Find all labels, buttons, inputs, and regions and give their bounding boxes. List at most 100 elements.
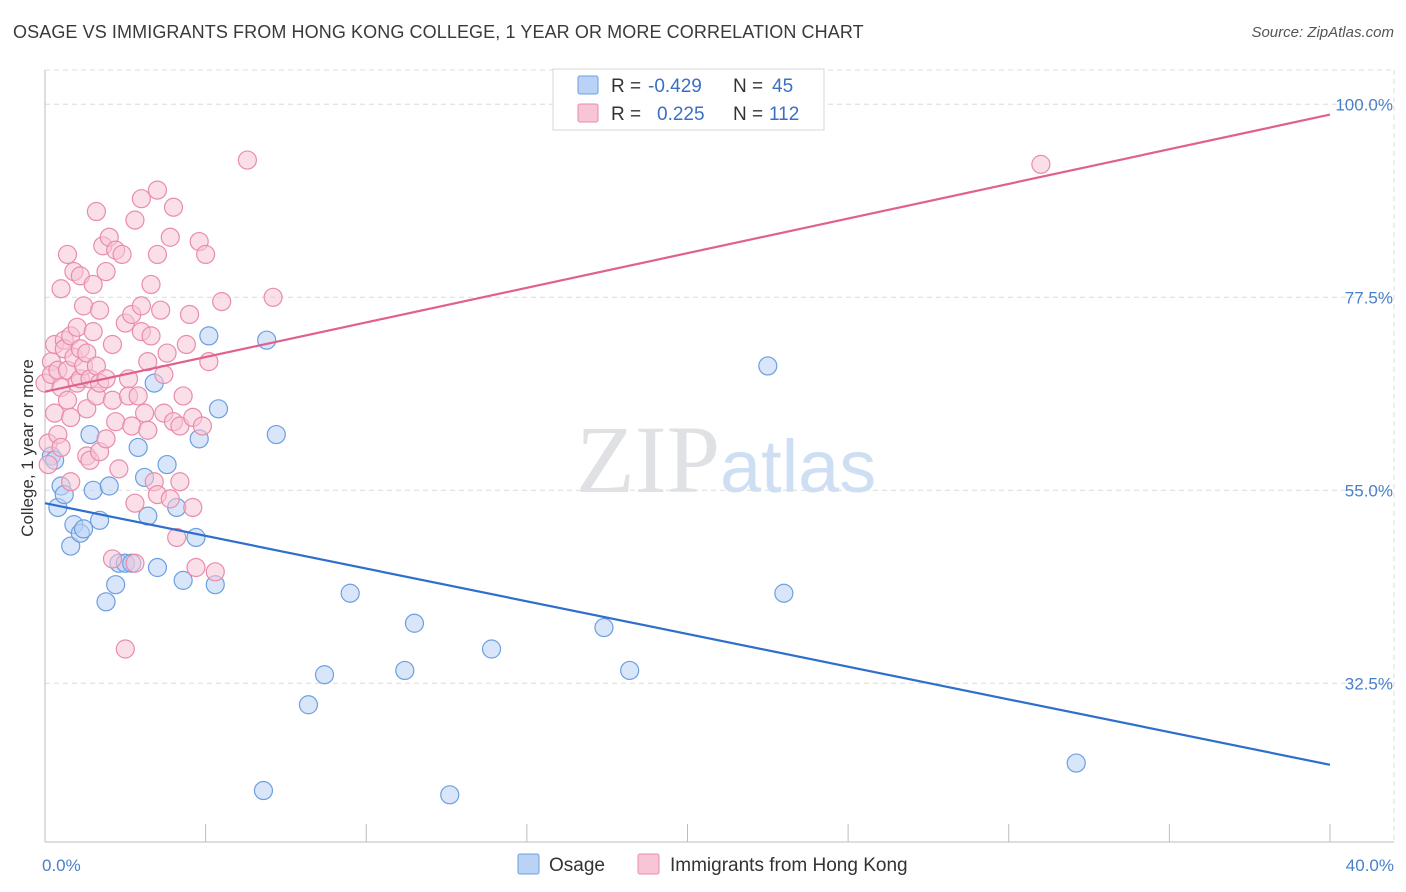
y-axis-label: College, 1 year or more xyxy=(18,359,37,537)
hk-point-14 xyxy=(57,244,78,265)
legend-r-value-hk: 0.225 xyxy=(657,104,705,125)
osage-point-32 xyxy=(257,330,277,350)
hk-point-62 xyxy=(125,553,145,573)
hk-point-65 xyxy=(131,296,151,316)
osage-point-43 xyxy=(758,356,778,376)
correlation-legend: R = -0.429 N = 45 R = 0.225 N = 112 xyxy=(552,68,825,131)
hk-point-92 xyxy=(186,557,206,578)
hk-point-73 xyxy=(147,180,168,200)
osage-point-9 xyxy=(80,424,100,445)
legend-r-label-hk: R = xyxy=(611,104,641,125)
hk-point-98 xyxy=(212,292,232,312)
hk-point-69 xyxy=(138,420,158,440)
hk-point-52 xyxy=(109,459,129,479)
hk-point-27 xyxy=(73,296,94,316)
hk-point-67 xyxy=(134,403,155,423)
hk-point-22 xyxy=(67,317,87,337)
legend-r-label-osage: R = xyxy=(611,76,641,97)
hk-point-76 xyxy=(151,300,171,320)
hk-point-71 xyxy=(141,326,161,346)
hk-point-84 xyxy=(167,527,187,548)
hk-point-63 xyxy=(128,386,148,406)
x-tick-label-0: 0.0% xyxy=(42,856,81,875)
hk-point-70 xyxy=(141,274,161,295)
osage-point-23 xyxy=(157,454,177,475)
hk-point-55 xyxy=(115,639,135,659)
legend-n-value-osage: 45 xyxy=(772,76,793,97)
osage-trend-line xyxy=(44,502,1331,766)
osage-point-39 xyxy=(440,785,460,805)
hk-point-47 xyxy=(102,334,123,355)
hk-point-30 xyxy=(77,399,97,419)
x-tick-label-1: 40.0% xyxy=(1346,856,1394,875)
hk-point-100 xyxy=(263,287,283,307)
osage-point-37 xyxy=(395,660,415,681)
hk-point-88 xyxy=(176,334,196,355)
chart-title: OSAGE VS IMMIGRANTS FROM HONG KONG COLLE… xyxy=(13,22,864,42)
osage-point-26 xyxy=(186,527,206,548)
hk-point-91 xyxy=(183,497,203,518)
y-tick-label-0: 32.5% xyxy=(1345,674,1393,693)
osage-point-34 xyxy=(298,695,319,715)
hk-point-45 xyxy=(96,429,116,449)
osage-point-35 xyxy=(314,665,335,685)
hk-point-74 xyxy=(147,244,168,265)
hk-point-87 xyxy=(173,386,193,406)
hk-point-79 xyxy=(157,343,177,363)
osage-point-5 xyxy=(61,536,81,556)
hk-point-43 xyxy=(96,261,116,282)
y-tick-label-3: 100.0% xyxy=(1335,95,1393,114)
hk-point-68 xyxy=(138,352,158,372)
hk-point-53 xyxy=(112,244,132,265)
tick-labels: 32.5% 55.0% 77.5% 100.0% 0.0% 40.0% xyxy=(42,95,1394,875)
hk-point-35 xyxy=(83,322,103,342)
hk-point-39 xyxy=(90,300,110,320)
hk-point-89 xyxy=(179,304,200,325)
legend-swatch-hk xyxy=(577,103,599,123)
osage-point-25 xyxy=(173,570,193,590)
osage-point-41 xyxy=(594,617,614,638)
hk-point-29 xyxy=(77,343,97,363)
hk-point-82 xyxy=(163,197,184,217)
grid-layer xyxy=(45,69,1395,842)
bottom-legend-label-osage: Osage xyxy=(549,855,605,876)
hk-point-80 xyxy=(160,227,180,247)
hk-point-99 xyxy=(237,150,257,170)
legend-n-label-hk: N = xyxy=(733,104,763,125)
hk-point-97 xyxy=(205,562,225,582)
osage-point-33 xyxy=(266,424,286,445)
hk-point-16 xyxy=(57,390,78,410)
bottom-legend-swatch-hk xyxy=(637,853,660,875)
osage-point-36 xyxy=(340,583,360,603)
watermark-atlas: atlas xyxy=(720,425,876,508)
osage-point-30 xyxy=(208,399,229,419)
legend-n-value-hk: 112 xyxy=(769,104,799,125)
osage-point-31 xyxy=(253,780,274,801)
hk-point-86 xyxy=(170,472,190,492)
legend-r-value-osage: -0.429 xyxy=(648,76,702,97)
hk-trend-line xyxy=(44,113,1331,393)
hk-point-19 xyxy=(61,472,81,492)
hk-point-64 xyxy=(131,189,151,209)
hk-point-34 xyxy=(83,274,103,295)
osage-point-12 xyxy=(96,592,116,612)
bottom-legend-label-hk: Immigrants from Hong Kong xyxy=(670,855,908,876)
hk-point-51 xyxy=(106,412,126,432)
osage-point-28 xyxy=(199,326,219,346)
hk-point-9 xyxy=(51,279,71,299)
osage-point-42 xyxy=(620,660,640,681)
watermark-zip: ZIP xyxy=(576,406,720,513)
hk-point-49 xyxy=(102,549,123,569)
legend-n-label-osage: N = xyxy=(733,76,763,97)
osage-point-10 xyxy=(83,480,103,500)
hk-point-94 xyxy=(192,416,213,436)
hk-point-2 xyxy=(38,454,58,475)
hk-point-36 xyxy=(86,201,107,222)
hk-point-18 xyxy=(61,407,81,427)
hk-point-11 xyxy=(51,437,71,458)
osage-point-22 xyxy=(147,557,168,578)
hk-point-61 xyxy=(125,493,145,513)
osage-point-13 xyxy=(99,476,119,496)
osage-point-45 xyxy=(1066,753,1086,773)
hk-point-95 xyxy=(196,244,216,265)
